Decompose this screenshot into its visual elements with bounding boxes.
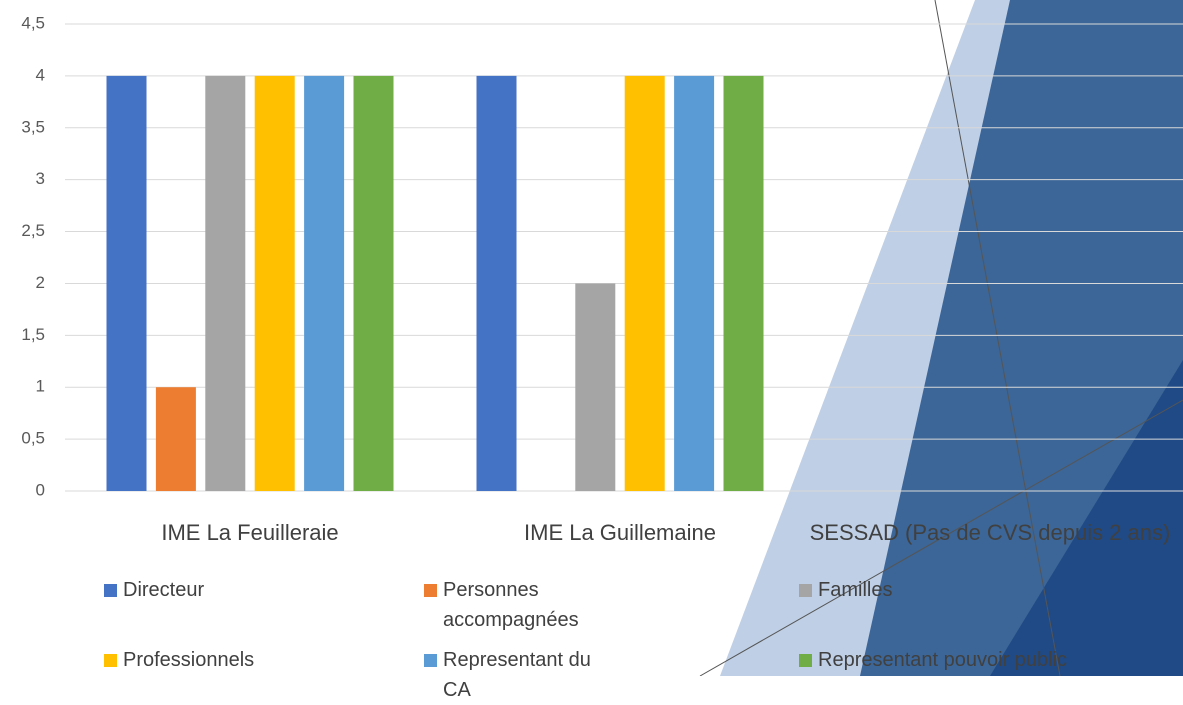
legend-label: Personnes accompagnées xyxy=(443,579,579,631)
legend-label: Representant pouvoir public xyxy=(818,649,1068,671)
bar xyxy=(476,75,517,491)
bar xyxy=(106,75,147,491)
bar xyxy=(575,283,616,491)
legend-item: Professionnels xyxy=(104,645,303,675)
legend-swatch xyxy=(799,654,812,667)
y-tick-label: 4,5 xyxy=(21,13,45,32)
x-tick-label: IME La Feuilleraie xyxy=(161,520,339,545)
y-tick-label: 4 xyxy=(36,65,45,84)
bar xyxy=(723,75,764,491)
y-tick-label: 1,5 xyxy=(21,325,45,344)
y-tick-label: 2,5 xyxy=(21,221,45,240)
legend-label: Familles xyxy=(818,579,893,601)
y-tick-label: 3 xyxy=(36,169,45,188)
legend-label: Directeur xyxy=(123,579,205,601)
x-tick-label: IME La Guillemaine xyxy=(524,520,716,545)
x-tick-label: SESSAD (Pas de CVS depuis 2 ans) xyxy=(809,520,1171,545)
bar xyxy=(353,75,394,491)
legend-swatch xyxy=(104,654,117,667)
y-tick-label: 2 xyxy=(36,273,45,292)
bar xyxy=(254,75,295,491)
y-tick-label: 1 xyxy=(36,377,45,396)
legend-item: Personnes accompagnées xyxy=(424,575,623,635)
chart: 0 0,5 1 1,5 2 2,5 3 3,5 4 4,5 xyxy=(21,0,1183,676)
bar xyxy=(304,75,345,491)
legend-label: Representant du CA xyxy=(443,649,591,701)
legend-swatch xyxy=(799,584,812,597)
bar xyxy=(624,75,665,491)
bar xyxy=(155,387,196,491)
legend-item: Familles xyxy=(799,575,1178,605)
legend-swatch xyxy=(424,584,437,597)
deco-line xyxy=(699,399,1183,676)
y-tick-label: 0,5 xyxy=(21,429,45,448)
legend-item: Directeur xyxy=(104,575,303,605)
bar xyxy=(205,75,246,491)
legend-swatch xyxy=(424,654,437,667)
legend-label: Professionnels xyxy=(123,649,255,671)
y-tick-label: 3,5 xyxy=(21,117,45,136)
page: {"chart_data": {"type": "bar", "categori… xyxy=(21,0,1183,701)
bar xyxy=(674,75,715,491)
legend-swatch xyxy=(104,584,117,597)
y-tick-label: 0 xyxy=(36,480,45,499)
deco-line xyxy=(934,0,1061,676)
legend-item: Representant du CA xyxy=(424,645,623,705)
legend-item: Representant pouvoir public xyxy=(799,645,1178,675)
